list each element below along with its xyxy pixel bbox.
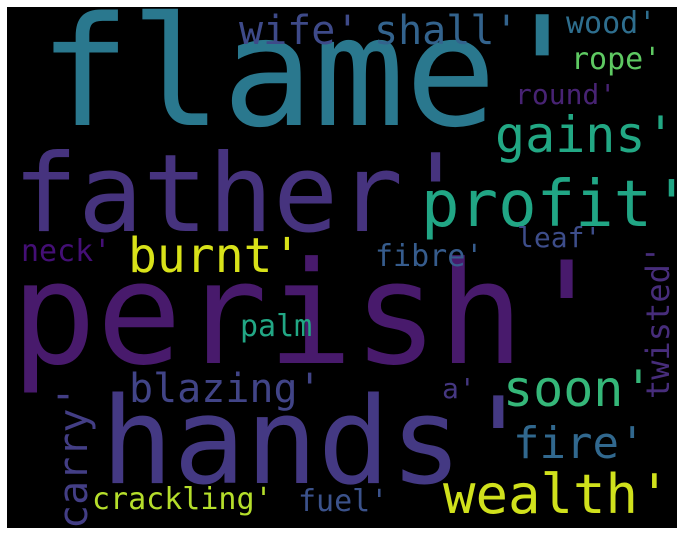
word-twisted: twisted' <box>639 244 677 399</box>
word-father: father' <box>13 132 469 257</box>
word-shall: shall' <box>374 8 519 54</box>
word-wood: wood' <box>566 7 657 41</box>
word-profit: profit' <box>421 168 677 242</box>
word-a: a' <box>442 372 476 405</box>
word-wealth: wealth' <box>443 463 671 526</box>
word-leaf: leaf' <box>517 221 602 254</box>
word-round: round' <box>515 78 617 111</box>
word-cloud: flame' father' perish' hands' wealth' pr… <box>7 7 677 528</box>
word-fibre: fibre' <box>375 239 484 274</box>
word-fuel: fuel' <box>298 484 389 519</box>
word-wife: wife' <box>239 8 360 54</box>
word-fire: fire' <box>513 418 646 469</box>
word-blazing: blazing' <box>129 366 322 412</box>
word-gains: gains' <box>495 106 676 164</box>
word-soon: soon' <box>503 360 654 418</box>
word-crackling: crackling' <box>92 482 273 517</box>
word-hands: hands' <box>101 373 535 512</box>
word-rope: rope' <box>571 42 662 77</box>
word-neck: neck' <box>21 234 112 269</box>
word-flame: flame' <box>39 7 589 161</box>
word-palm: palm <box>240 309 313 344</box>
word-carry: carry' <box>51 384 97 529</box>
word-perish: perish' <box>11 232 610 397</box>
word-burnt: burnt' <box>128 228 302 284</box>
